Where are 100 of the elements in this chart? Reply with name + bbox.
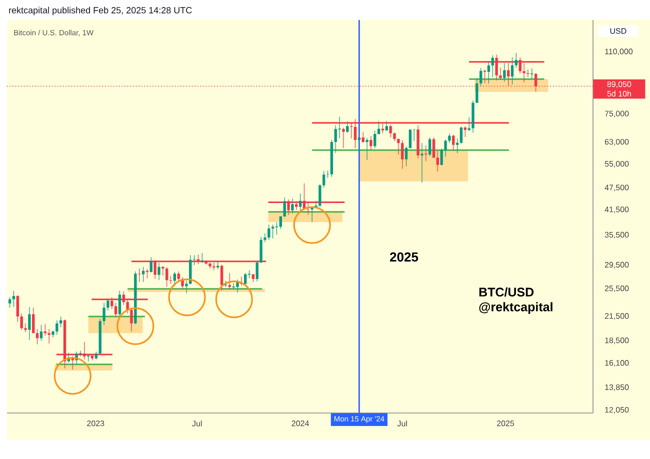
candlestick: [444, 139, 447, 158]
y-tick-label: 55,000: [604, 160, 629, 168]
candlestick: [436, 150, 440, 172]
candlestick: [468, 116, 470, 132]
text: rektcapital published Feb 25, 2025 14:28 UTC: [9, 6, 192, 16]
candlestick: [374, 130, 376, 149]
candlestick: [456, 138, 459, 154]
candlestick: [385, 120, 388, 132]
y-axis-title: USD: [610, 28, 626, 34]
candlestick: [264, 233, 266, 243]
y-tick-label: 75,000: [604, 110, 629, 118]
candlestick: [526, 69, 530, 78]
candlestick: [48, 328, 50, 344]
candlestick: [158, 262, 160, 280]
candlestick: [366, 138, 368, 160]
y-tick-label: 13,850: [605, 384, 629, 392]
candlestick: [480, 68, 482, 86]
candlestick: [499, 67, 502, 80]
candlestick: [8, 296, 12, 308]
candlestick: [56, 320, 58, 336]
x-tick-label: Jul: [192, 420, 202, 426]
candlestick: [16, 295, 20, 322]
candlestick: [283, 197, 286, 218]
candlestick: [362, 132, 364, 144]
candlestick: [440, 148, 443, 166]
candlestick: [78, 350, 82, 357]
candlestick: [483, 69, 486, 84]
candlestick: [150, 256, 152, 273]
annotation: 2025: [390, 252, 418, 262]
candlestick: [12, 290, 16, 308]
point: [215, 280, 253, 318]
point: [54, 357, 92, 395]
candlestick: [476, 78, 478, 104]
candlestick: [452, 134, 455, 152]
candlestick: [291, 198, 294, 214]
candlestick: [228, 272, 231, 290]
x-tick-label: 2023: [87, 420, 104, 426]
candlestick: [464, 126, 466, 138]
y-tick-label: 18,500: [605, 338, 629, 344]
candlestick: [510, 57, 514, 85]
candlestick: [487, 60, 490, 84]
candlestick: [173, 272, 176, 287]
candlestick: [318, 184, 322, 208]
candlestick: [20, 313, 23, 330]
y-tick-label: 41,500: [604, 206, 629, 214]
annotation: BTC/USD: [479, 287, 534, 297]
candlestick: [428, 136, 432, 157]
candlestick: [114, 302, 118, 318]
candlestick: [232, 282, 236, 290]
candlestick: [32, 307, 35, 334]
x-tick-label: 2025: [497, 420, 514, 426]
y-tick-label: 25,500: [604, 286, 629, 292]
candlestick: [185, 280, 188, 294]
candlestick: [377, 120, 380, 135]
candlestick: [424, 145, 428, 162]
ref-line-label: 89,050: [607, 81, 632, 88]
point: [168, 278, 206, 316]
candlestick: [408, 128, 412, 149]
text: 5d 10h: [607, 90, 631, 97]
candlestick: [448, 133, 451, 144]
candlestick: [236, 279, 239, 293]
candlestick: [514, 52, 518, 68]
candlestick: [338, 116, 342, 139]
candlestick: [36, 328, 39, 345]
candlestick: [24, 323, 27, 333]
x-tick-label: 2024: [292, 420, 309, 426]
y-tick-label: 12,050: [605, 406, 629, 414]
candlestick: [460, 126, 463, 144]
candlestick: [420, 142, 424, 183]
candlestick: [346, 121, 349, 134]
point: [116, 307, 154, 345]
candlestick: [342, 127, 345, 148]
annotation: @rektcapital: [479, 302, 552, 314]
candlestick: [298, 193, 302, 214]
candlestick: [165, 267, 168, 288]
candlestick: [310, 206, 314, 222]
candlestick: [256, 260, 258, 282]
candlestick: [102, 302, 106, 326]
candlestick: [106, 300, 110, 311]
candlestick: [491, 54, 494, 78]
candlestick: [358, 132, 361, 152]
candlestick: [279, 216, 282, 230]
candlestick: [130, 308, 133, 332]
candlestick: [334, 124, 337, 154]
y-tick-label: 16,100: [605, 360, 629, 367]
y-tick-label: 21,500: [604, 313, 629, 320]
candlestick: [397, 138, 400, 155]
candlestick: [220, 264, 224, 292]
y-tick-label: 63,000: [604, 138, 629, 146]
candlestick: [370, 136, 372, 150]
candlestick: [503, 62, 506, 82]
y-tick-label: 35,500: [604, 232, 629, 239]
candlestick: [432, 137, 436, 158]
candlestick: [268, 224, 270, 240]
x-tick-label: Jul: [397, 420, 407, 426]
candlestick: [401, 140, 404, 170]
candlestick: [59, 316, 62, 328]
candlestick: [28, 306, 31, 340]
point: [293, 206, 331, 244]
y-tick-label: 29,500: [604, 262, 629, 269]
